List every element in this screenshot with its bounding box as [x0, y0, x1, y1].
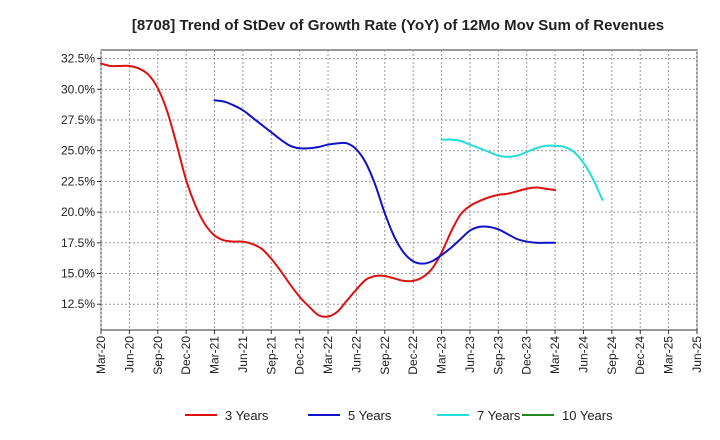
gridlines [100, 50, 698, 330]
x-tick-label: Jun-24 [576, 336, 590, 373]
x-tick-label: Jun-21 [236, 336, 250, 373]
legend-label: 5 Years [348, 408, 392, 423]
y-tick-label: 27.5% [61, 113, 95, 127]
y-tick-label: 12.5% [61, 297, 95, 311]
x-tick-label: Jun-23 [463, 336, 477, 373]
y-tick-label: 25.0% [61, 144, 95, 158]
legend-item-7-years: 7 Years [437, 408, 521, 423]
legend-item-10-years: 10 Years [522, 408, 613, 423]
y-axis: 12.5% 15.0% 17.5% 20.0% 22.5% 25.0% 27.5% 30.0%… [61, 52, 101, 311]
legend-item-3-years: 3 Years [185, 408, 269, 423]
x-tick-label: Mar-24 [548, 336, 562, 374]
x-tick-label: Dec-24 [633, 336, 647, 375]
x-tick-label: Dec-23 [520, 336, 534, 375]
series-line-5-years [213, 99, 557, 265]
x-tick-label: Mar-22 [321, 336, 335, 374]
x-tick-label: Mar-20 [94, 336, 108, 374]
x-tick-label: Dec-20 [179, 336, 193, 375]
y-tick-label: 17.5% [61, 236, 95, 250]
x-tick-label: Mar-23 [435, 336, 449, 374]
x-tick-label: Sep-24 [605, 336, 619, 375]
x-tick-label: Sep-21 [264, 336, 278, 375]
series-lines [100, 62, 604, 318]
y-tick-label: 22.5% [61, 174, 95, 188]
x-tick-label: Sep-22 [378, 336, 392, 375]
y-tick-label: 30.0% [61, 82, 95, 96]
series-line-7-years [440, 138, 604, 201]
legend: 3 Years 5 Years 7 Years 10 Years [185, 408, 613, 423]
x-tick-label: Jun-25 [690, 336, 704, 373]
x-tick-label: Mar-21 [208, 336, 222, 374]
legend-label: 3 Years [225, 408, 269, 423]
legend-item-5-years: 5 Years [308, 408, 392, 423]
chart-title: [8708] Trend of StDev of Growth Rate (Yo… [132, 17, 664, 34]
x-tick-label: Sep-23 [491, 336, 505, 375]
y-tick-label: 20.0% [61, 205, 95, 219]
x-tick-label: Dec-21 [293, 336, 307, 375]
x-axis: Mar-20 Jun-20 Sep-20 Dec-20 Mar-21 Jun-21 Sep-… [94, 330, 704, 375]
y-tick-label: 15.0% [61, 267, 95, 281]
y-tick-label: 32.5% [61, 52, 95, 66]
x-tick-label: Jun-22 [349, 336, 363, 373]
legend-label: 10 Years [562, 408, 613, 423]
x-tick-label: Jun-20 [122, 336, 136, 373]
legend-label: 7 Years [477, 408, 521, 423]
series-line-3-years [100, 62, 557, 318]
x-tick-label: Mar-25 [662, 336, 676, 374]
x-tick-label: Dec-22 [406, 336, 420, 375]
x-tick-label: Sep-20 [151, 336, 165, 375]
